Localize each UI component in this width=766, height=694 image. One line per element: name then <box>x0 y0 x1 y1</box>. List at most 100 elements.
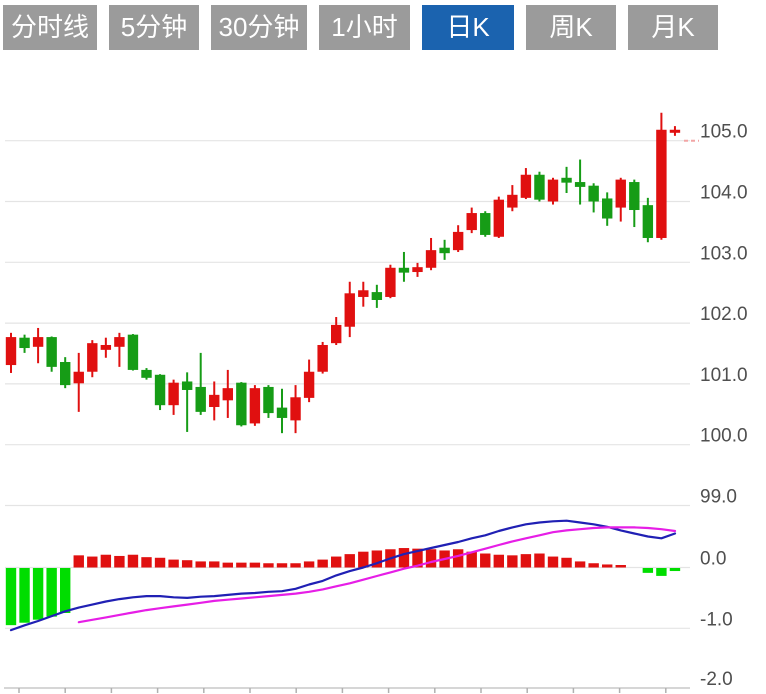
macd-bar <box>398 548 410 568</box>
candle-body <box>222 388 233 401</box>
macd-bar <box>371 550 383 568</box>
svg-text:103.0: 103.0 <box>700 243 748 264</box>
candle-body <box>154 374 166 406</box>
candle-body <box>236 382 247 426</box>
candle-body <box>46 337 57 367</box>
tab-1hour[interactable]: 1小时 <box>319 5 410 50</box>
macd-bar <box>507 555 518 568</box>
macd-bar <box>642 568 654 573</box>
svg-text:0.0: 0.0 <box>700 549 726 570</box>
macd-bar <box>32 568 44 620</box>
candle-body <box>290 397 301 421</box>
grid-layer <box>5 140 690 629</box>
macd-bar <box>290 563 301 568</box>
candle-body <box>127 334 139 370</box>
macd-bar <box>493 554 504 568</box>
macd-bar <box>222 562 233 568</box>
candle-body <box>629 182 640 211</box>
macd-bar <box>656 568 667 576</box>
macd-bar <box>412 548 423 568</box>
macd-bar <box>87 556 98 568</box>
macd-bar <box>209 561 220 568</box>
candle-body <box>19 337 30 349</box>
candle-body <box>425 250 437 268</box>
candle-body <box>520 174 532 198</box>
y-axis-labels: 105.0 104.0 103.0 102.0 101.0 100.0 99.0 0.0 -1.… <box>700 122 748 690</box>
dea-line <box>77 526 677 624</box>
tab-30min[interactable]: 30分钟 <box>211 5 307 50</box>
candle-body <box>114 337 125 347</box>
macd-bar <box>480 553 491 568</box>
candle-body <box>439 247 450 254</box>
macd-bar <box>534 553 545 568</box>
svg-text:104.0: 104.0 <box>700 183 748 204</box>
candle-body <box>371 292 383 300</box>
candle-body <box>588 185 599 202</box>
macd-bar <box>425 549 437 568</box>
candle-body <box>669 129 681 133</box>
dif-line <box>9 519 677 632</box>
svg-text:101.0: 101.0 <box>700 365 748 386</box>
tab-5min[interactable]: 5分钟 <box>109 5 199 50</box>
macd-bar <box>344 554 355 568</box>
candle-body <box>385 267 396 297</box>
candle-body <box>263 386 274 414</box>
timeframe-toolbar: 分时线 5分钟 30分钟 1小时 日K 周K 月K <box>3 5 730 50</box>
macd-bar <box>588 563 599 568</box>
macd-bar <box>263 563 274 568</box>
macd-bar <box>561 557 572 568</box>
svg-text:-1.0: -1.0 <box>700 609 733 630</box>
candle-body <box>249 388 261 424</box>
candle-body <box>398 267 410 273</box>
tab-daily-k-active[interactable]: 日K <box>422 5 514 50</box>
macd-bar <box>73 555 84 568</box>
candle-body <box>507 194 518 208</box>
svg-text:105.0: 105.0 <box>700 122 748 143</box>
candle-body <box>561 177 572 183</box>
macd-bar <box>127 554 139 568</box>
candle-body <box>73 371 84 384</box>
candle-body <box>168 382 179 406</box>
candle-body <box>642 205 654 238</box>
macd-bar <box>154 557 166 568</box>
candle-body <box>181 381 193 390</box>
svg-text:102.0: 102.0 <box>700 304 748 325</box>
candle-body <box>344 293 355 327</box>
macd-bar <box>466 551 477 568</box>
macd-bar <box>60 568 71 613</box>
macd-bar <box>303 561 315 568</box>
candle-body <box>32 337 44 347</box>
macd-bar <box>5 568 17 626</box>
macd-bar <box>100 554 112 568</box>
x-axis <box>4 687 690 693</box>
macd-bar <box>19 568 30 623</box>
candle-body <box>87 343 98 372</box>
candle-body <box>615 179 626 208</box>
macd-bar <box>276 563 288 568</box>
candle-body <box>303 371 315 398</box>
svg-text:100.0: 100.0 <box>700 426 748 447</box>
tab-timeline[interactable]: 分时线 <box>3 5 97 50</box>
candle-body <box>656 129 667 238</box>
candle-body <box>5 337 17 366</box>
macd-bar <box>141 557 152 568</box>
macd-bar <box>615 565 626 568</box>
macd-bar <box>331 556 342 568</box>
tab-weekly-k[interactable]: 周K <box>526 5 616 50</box>
macd-bar <box>358 551 369 568</box>
tab-monthly-k[interactable]: 月K <box>628 5 718 50</box>
candle-body <box>452 231 464 251</box>
macd-bar <box>249 562 261 568</box>
macd-bar <box>46 568 57 617</box>
macd-bar <box>452 549 464 568</box>
candle-body <box>412 267 423 273</box>
macd-bar <box>547 556 559 568</box>
macd-bar <box>114 555 125 568</box>
candles-layer <box>5 112 681 434</box>
svg-text:-2.0: -2.0 <box>700 669 733 690</box>
candle-body <box>574 182 586 187</box>
candle-body <box>317 344 328 372</box>
macd-bar <box>181 560 193 568</box>
candle-body <box>547 179 559 202</box>
